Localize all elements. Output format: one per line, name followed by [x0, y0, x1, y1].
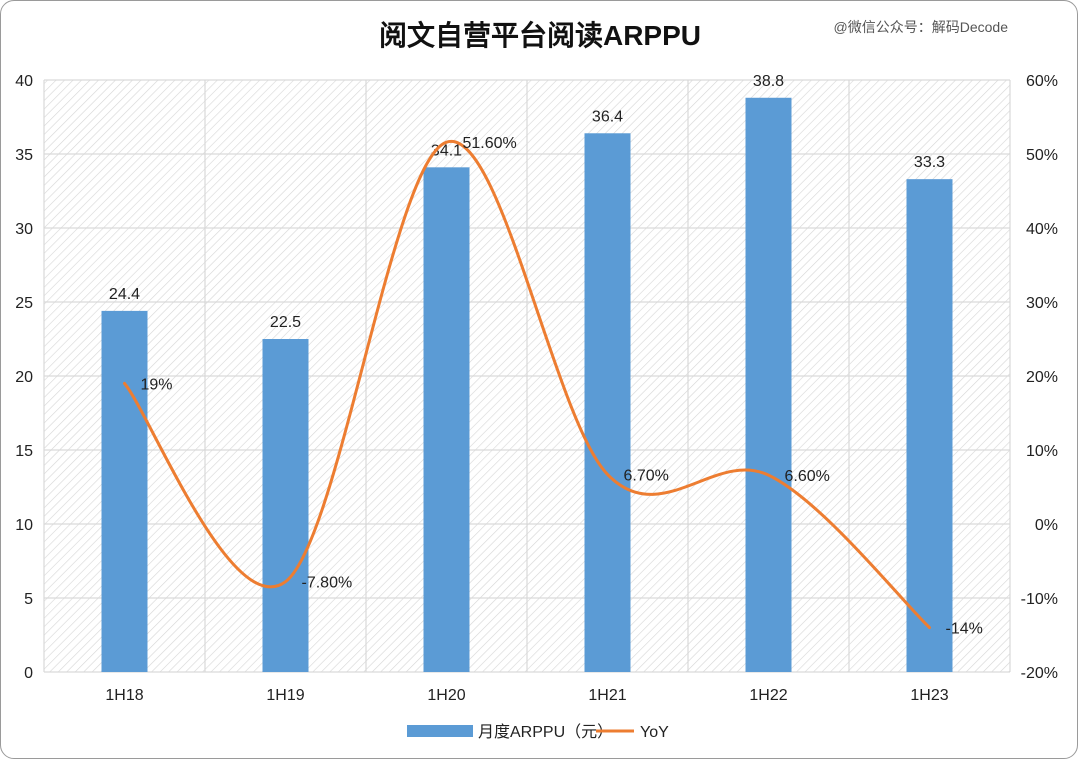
bar [745, 97, 792, 672]
left-tick-label: 40 [15, 73, 33, 90]
right-tick-label: 40% [1026, 221, 1058, 238]
right-tick-label: -10% [1021, 591, 1058, 608]
bar-data-label: 22.5 [270, 314, 301, 331]
yoy-data-label: 19% [141, 376, 173, 393]
bar-data-label: 33.3 [914, 154, 945, 171]
left-tick-label: 20 [15, 369, 33, 386]
bar-data-label: 36.4 [592, 108, 623, 125]
x-tick-label: 1H23 [910, 687, 948, 704]
bar-data-label: 38.8 [753, 73, 784, 90]
yoy-data-label: -7.80% [302, 575, 353, 592]
left-tick-label: 10 [15, 517, 33, 534]
x-axis: 1H18 1H19 1H20 1H21 1H22 1H23 [105, 687, 948, 704]
x-tick-label: 1H22 [749, 687, 787, 704]
bar-series [101, 97, 953, 672]
right-tick-label: -20% [1021, 665, 1058, 682]
right-tick-label: 30% [1026, 295, 1058, 312]
legend: 月度ARPPU（元） YoY [407, 723, 669, 741]
left-tick-label: 25 [15, 295, 33, 312]
right-tick-label: 0% [1035, 517, 1058, 534]
legend-label-line: YoY [640, 724, 669, 741]
x-tick-label: 1H20 [427, 687, 465, 704]
right-tick-label: 60% [1026, 73, 1058, 90]
left-axis: 0 5 10 15 20 25 30 35 40 [15, 73, 33, 682]
yoy-series [123, 140, 931, 630]
bar [584, 133, 631, 672]
yoy-data-label: 6.70% [624, 467, 669, 484]
right-tick-label: 50% [1026, 147, 1058, 164]
right-tick-label: 10% [1026, 443, 1058, 460]
yoy-data-label: 51.60% [463, 135, 517, 152]
right-axis: -20% -10% 0% 10% 20% 30% 40% 50% 60% [1021, 73, 1058, 682]
bar-data-label: 24.4 [109, 286, 140, 303]
x-tick-label: 1H19 [266, 687, 304, 704]
bar [423, 167, 470, 672]
x-tick-label: 1H21 [588, 687, 626, 704]
right-tick-label: 20% [1026, 369, 1058, 386]
x-tick-label: 1H18 [105, 687, 143, 704]
left-tick-label: 30 [15, 221, 33, 238]
left-tick-label: 15 [15, 443, 33, 460]
watermark: @微信公众号：解码Decode [833, 19, 1008, 35]
chart-title: 阅文自营平台阅读ARPPU [378, 20, 701, 51]
legend-label-bar: 月度ARPPU（元） [478, 723, 613, 741]
legend-swatch-bar [407, 725, 473, 737]
bar [262, 339, 309, 672]
yoy-data-label: -14% [946, 621, 983, 638]
bar [906, 179, 953, 672]
yoy-line [123, 140, 931, 630]
left-tick-label: 0 [24, 665, 33, 682]
left-tick-label: 35 [15, 147, 33, 164]
yoy-data-label: 6.60% [785, 468, 830, 485]
yoy-labels: 19% -7.80% 51.60% 6.70% 6.60% -14% [141, 135, 983, 637]
bar [101, 310, 148, 672]
left-tick-label: 5 [24, 591, 33, 608]
